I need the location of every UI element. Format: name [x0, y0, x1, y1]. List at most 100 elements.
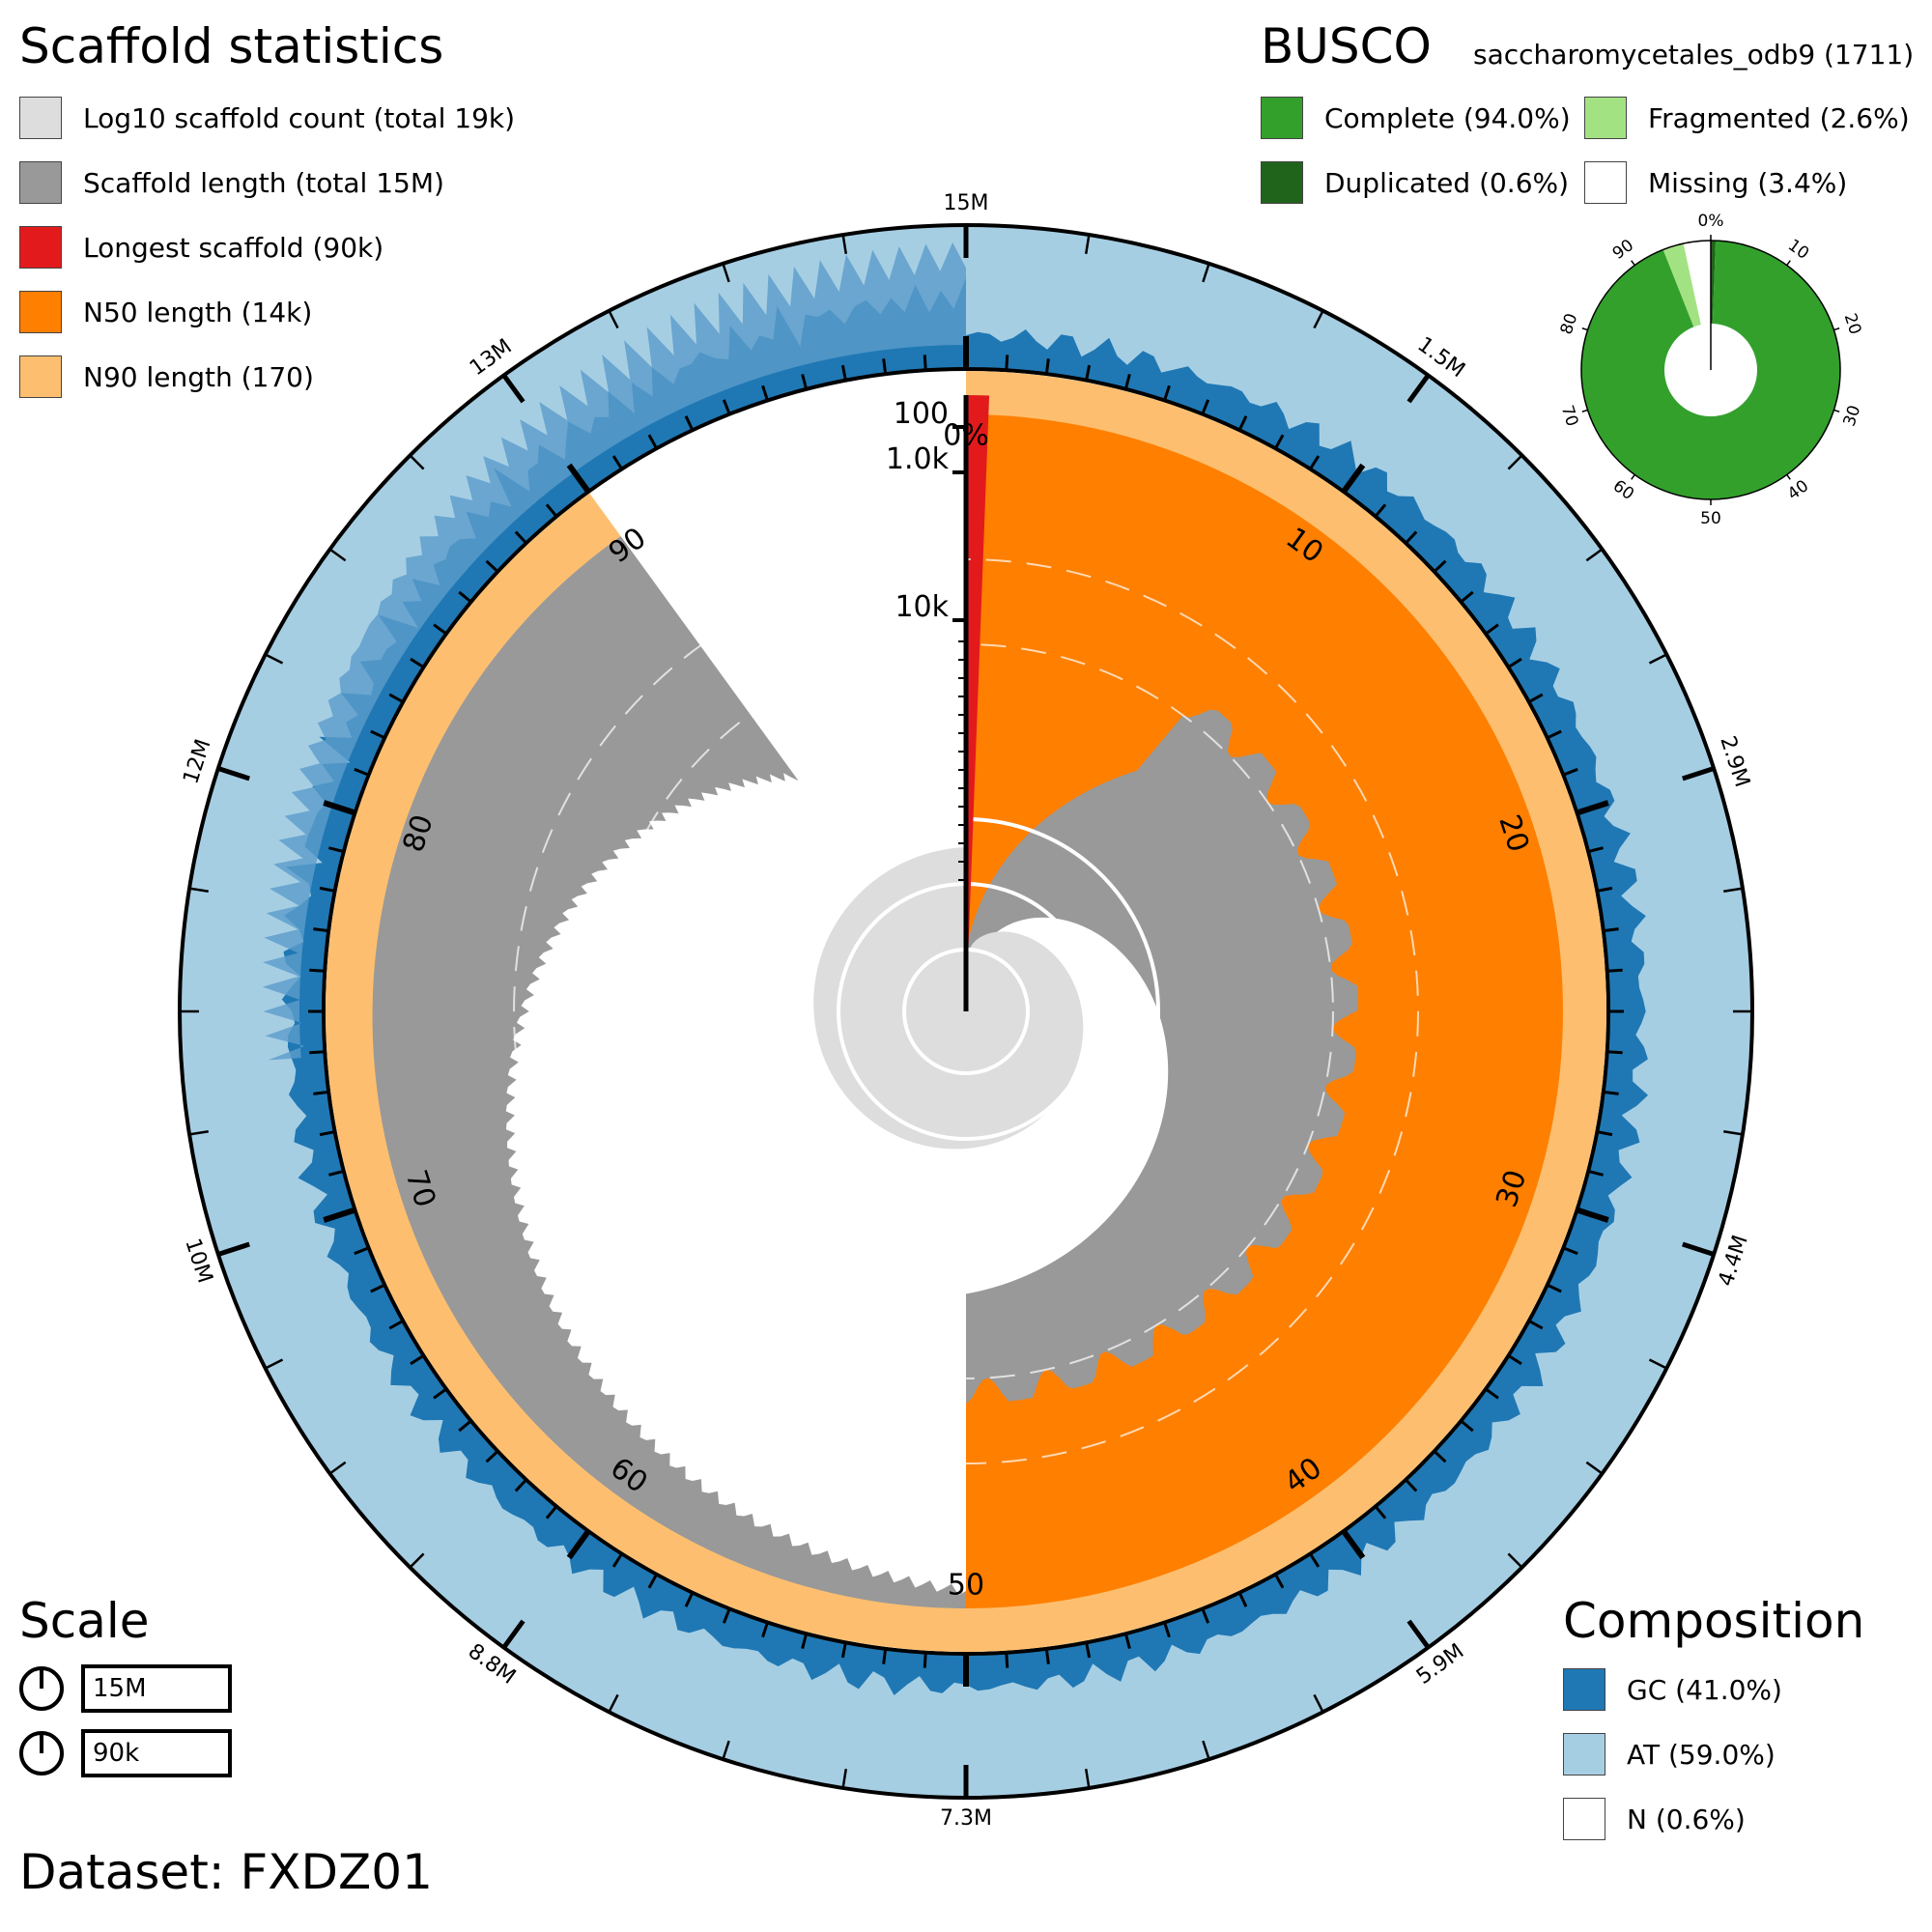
busco-tick-label: 20 — [1840, 311, 1865, 337]
percent-tick — [1507, 657, 1522, 668]
length-tick — [1507, 1552, 1523, 1569]
busco-tick — [1631, 473, 1635, 480]
percent-tick — [323, 1207, 356, 1223]
length-tick — [1313, 310, 1324, 329]
legend-label: N50 length (14k) — [83, 296, 313, 328]
legend-log10-count: Log10 scaffold count (total 19k) — [19, 97, 515, 139]
length-tick — [1682, 1241, 1715, 1257]
busco-lineage: saccharomycetales_odb9 (1711) — [1473, 39, 1915, 71]
percent-tick — [354, 767, 370, 777]
length-tick — [1585, 1461, 1604, 1475]
length-tick — [265, 653, 284, 665]
percent-tick — [319, 886, 336, 893]
percent-tick — [882, 358, 888, 375]
length-tick — [501, 373, 526, 404]
percent-tick — [722, 399, 731, 415]
percent-tick — [1341, 463, 1366, 494]
length-tick — [608, 1693, 619, 1713]
percent-tick — [611, 1552, 623, 1568]
percent-tick — [514, 530, 527, 545]
percent-tick — [923, 355, 927, 371]
percent-tick — [1044, 1648, 1050, 1664]
percent-tick — [545, 1505, 558, 1520]
percent-tick — [309, 1050, 326, 1055]
percent-tick — [1374, 1505, 1387, 1520]
busco-tick — [1833, 409, 1840, 412]
log10-count-spiral — [813, 847, 1084, 1150]
length-tick — [841, 234, 848, 254]
percent-tick — [1596, 1130, 1613, 1137]
percent-tick — [410, 657, 425, 668]
swatch-gc — [1563, 1668, 1605, 1711]
busco-complete-segment — [1581, 241, 1840, 499]
busco-tick-label: 60 — [1609, 476, 1637, 504]
percent-tick — [1123, 1633, 1131, 1649]
percent-tick — [458, 590, 472, 604]
percent-tick — [1562, 1246, 1578, 1256]
percent-tick — [485, 1450, 499, 1463]
percent-tick — [354, 1246, 370, 1256]
percent-tick — [1576, 800, 1609, 816]
legend-scaffold-length: Scaffold length (total 15M) — [19, 161, 444, 204]
percent-tick — [1274, 434, 1285, 449]
legend-label: N90 length (170) — [83, 360, 314, 393]
swatch-log10-count — [19, 97, 62, 139]
swatch-complete — [1261, 97, 1303, 139]
percent-tick — [1547, 1283, 1562, 1293]
length-tick — [1202, 1740, 1210, 1760]
percent-tick — [319, 1130, 336, 1137]
log-axis-label: 1.0k — [886, 442, 950, 476]
legend-label: N (0.6%) — [1627, 1803, 1746, 1835]
percent-tick — [1507, 1354, 1522, 1366]
percent-tick — [761, 384, 769, 402]
percent-tick — [1309, 1552, 1321, 1568]
legend-label: Duplicated (0.6%) — [1324, 166, 1570, 199]
percent-tick — [433, 623, 447, 636]
legend-label: Scaffold length (total 15M) — [83, 166, 444, 199]
percent-tick — [611, 455, 623, 470]
length-tick — [217, 766, 250, 781]
scale-title: Scale — [19, 1593, 150, 1649]
percent-tick — [1201, 1607, 1210, 1624]
percent-tick — [313, 1090, 329, 1095]
swatch-duplicated — [1261, 161, 1303, 204]
percent-tick — [458, 1419, 472, 1433]
percent-tick — [1606, 1050, 1623, 1055]
legend-duplicated: Duplicated (0.6%) — [1261, 161, 1569, 204]
percent-tick — [1005, 1652, 1009, 1668]
percent-tick — [485, 559, 499, 573]
scale-length-label: 15M — [93, 1674, 147, 1703]
swatch-at — [1563, 1733, 1605, 1776]
percent-tick — [1606, 968, 1623, 973]
length-tick — [1682, 766, 1715, 781]
stopwatch-icon — [19, 1666, 64, 1711]
composition-title: Composition — [1563, 1593, 1865, 1649]
length-tick — [217, 1241, 250, 1257]
percent-tick — [1603, 1090, 1619, 1095]
percent-tick — [1562, 767, 1578, 777]
busco-tick — [1786, 260, 1791, 267]
log-axis-label: 10k — [895, 590, 949, 624]
percent-tick — [1274, 1574, 1285, 1589]
legend-label: Missing (3.4%) — [1648, 166, 1848, 199]
swatch-n50 — [19, 291, 62, 333]
percent-tick — [388, 1320, 404, 1330]
length-tick — [1406, 373, 1431, 404]
length-tick — [1507, 454, 1523, 470]
percent-tick — [647, 1574, 658, 1589]
percent-tick — [388, 693, 404, 703]
percent-tick — [1163, 384, 1171, 402]
busco-tick — [1581, 327, 1588, 331]
percent-tick — [1005, 355, 1009, 371]
percent-tick — [684, 1592, 695, 1607]
percent-tick — [1460, 1419, 1474, 1433]
longest-scaffold-wedge — [966, 395, 990, 1011]
length-tick — [1406, 1619, 1431, 1650]
percent-tick — [566, 1529, 591, 1560]
length-tick — [608, 310, 619, 329]
busco-duplicated-segment — [1711, 241, 1717, 325]
percent-tick — [1237, 415, 1248, 431]
percent-tick — [1341, 1529, 1366, 1560]
